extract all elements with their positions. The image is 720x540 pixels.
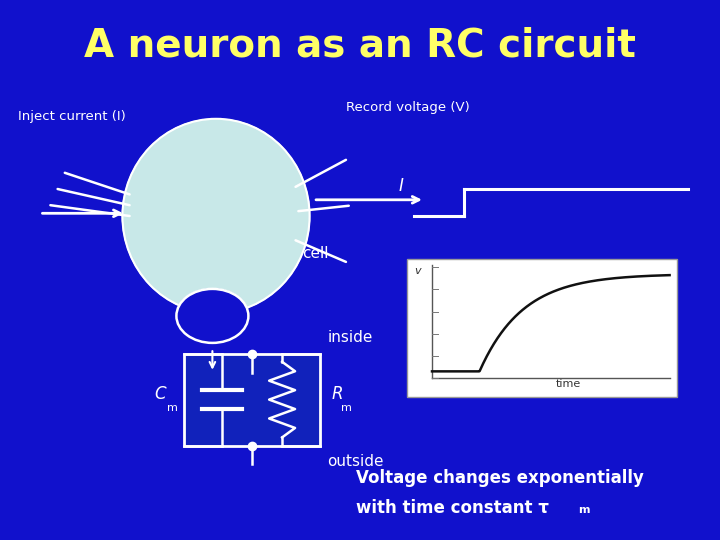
Bar (407, 259, 677, 397)
Text: with time constant τ: with time constant τ (356, 498, 549, 517)
Text: A neuron as an RC circuit: A neuron as an RC circuit (84, 27, 636, 65)
Text: m: m (341, 403, 351, 413)
Text: v: v (414, 266, 420, 276)
Text: time: time (556, 379, 582, 389)
Text: Record voltage (V): Record voltage (V) (346, 102, 469, 114)
Text: Voltage changes exponentially: Voltage changes exponentially (356, 469, 644, 487)
Ellipse shape (122, 119, 310, 313)
Text: R: R (331, 385, 343, 403)
Circle shape (176, 289, 248, 343)
Text: I: I (398, 177, 403, 195)
Text: m: m (167, 403, 178, 413)
Text: C: C (154, 385, 166, 403)
Text: inside: inside (328, 330, 373, 345)
Text: outside: outside (328, 454, 384, 469)
Text: m: m (578, 505, 590, 515)
Text: cell: cell (302, 246, 329, 261)
Text: Inject current (I): Inject current (I) (18, 110, 126, 123)
Bar (184, 354, 320, 445)
